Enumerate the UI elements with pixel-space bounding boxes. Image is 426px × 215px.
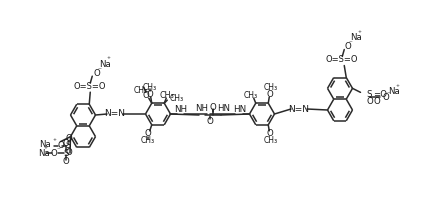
Text: ⁻: ⁻: [56, 147, 60, 153]
Text: CH₃: CH₃: [159, 91, 174, 100]
Text: S: S: [63, 149, 69, 158]
Text: O: O: [266, 90, 273, 99]
Text: O: O: [57, 141, 64, 150]
Text: O: O: [266, 129, 273, 138]
Text: CH₃: CH₃: [262, 136, 276, 145]
Text: O: O: [373, 97, 380, 106]
Text: O: O: [51, 149, 57, 158]
Text: O: O: [93, 69, 100, 78]
Text: ⁺: ⁺: [357, 31, 360, 37]
Text: Na: Na: [388, 87, 399, 96]
Text: O: O: [366, 97, 372, 106]
Text: O=S=O: O=S=O: [74, 82, 106, 91]
Text: ⁺: ⁺: [394, 85, 398, 91]
Text: O: O: [63, 158, 69, 166]
Text: S: S: [366, 90, 371, 99]
Text: CH₃: CH₃: [142, 83, 156, 92]
Text: O: O: [382, 93, 389, 102]
Text: ⁻: ⁻: [97, 66, 101, 75]
Text: O: O: [144, 129, 151, 138]
Text: S: S: [66, 141, 71, 150]
Text: NH: NH: [195, 103, 208, 112]
Text: CH₃: CH₃: [169, 94, 183, 103]
Text: O: O: [63, 140, 69, 149]
Text: ⁻: ⁻: [386, 91, 389, 97]
Text: O=S=O: O=S=O: [325, 55, 358, 64]
Text: N=N: N=N: [104, 109, 125, 118]
Text: N=N: N=N: [288, 104, 309, 114]
Text: NH: NH: [173, 104, 187, 114]
Text: O: O: [142, 91, 149, 100]
Text: O: O: [65, 148, 72, 157]
Text: CH₃: CH₃: [262, 83, 276, 92]
Text: CH₃: CH₃: [133, 86, 147, 95]
Text: HN: HN: [217, 103, 230, 112]
Text: ⁺: ⁺: [106, 57, 110, 63]
Text: CH₃: CH₃: [140, 136, 155, 145]
Text: Na: Na: [38, 149, 50, 158]
Text: Na: Na: [99, 60, 111, 69]
Text: O: O: [209, 103, 216, 112]
Text: O: O: [343, 42, 350, 51]
Text: ⁺: ⁺: [44, 147, 48, 153]
Text: Na: Na: [349, 33, 361, 42]
Text: O: O: [206, 118, 213, 126]
Text: O: O: [65, 134, 72, 143]
Text: HN: HN: [233, 104, 245, 114]
Text: ⁻: ⁻: [348, 40, 351, 46]
Text: =O: =O: [373, 90, 386, 99]
Text: ⁺: ⁺: [52, 139, 56, 145]
Text: Na: Na: [39, 140, 50, 149]
Text: CH₃: CH₃: [243, 91, 257, 100]
Text: O: O: [146, 90, 153, 99]
